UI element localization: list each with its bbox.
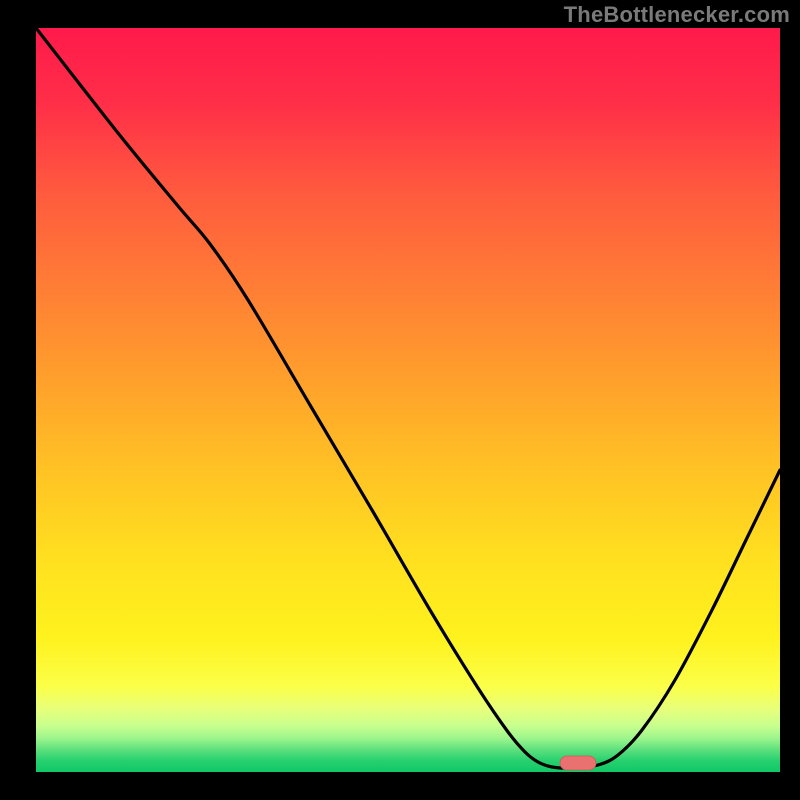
chart-frame: TheBottlenecker.com (0, 0, 800, 800)
chart-svg (0, 0, 800, 800)
optimal-point-marker (560, 756, 596, 770)
watermark-text: TheBottlenecker.com (564, 2, 790, 28)
chart-background-gradient (36, 28, 780, 772)
